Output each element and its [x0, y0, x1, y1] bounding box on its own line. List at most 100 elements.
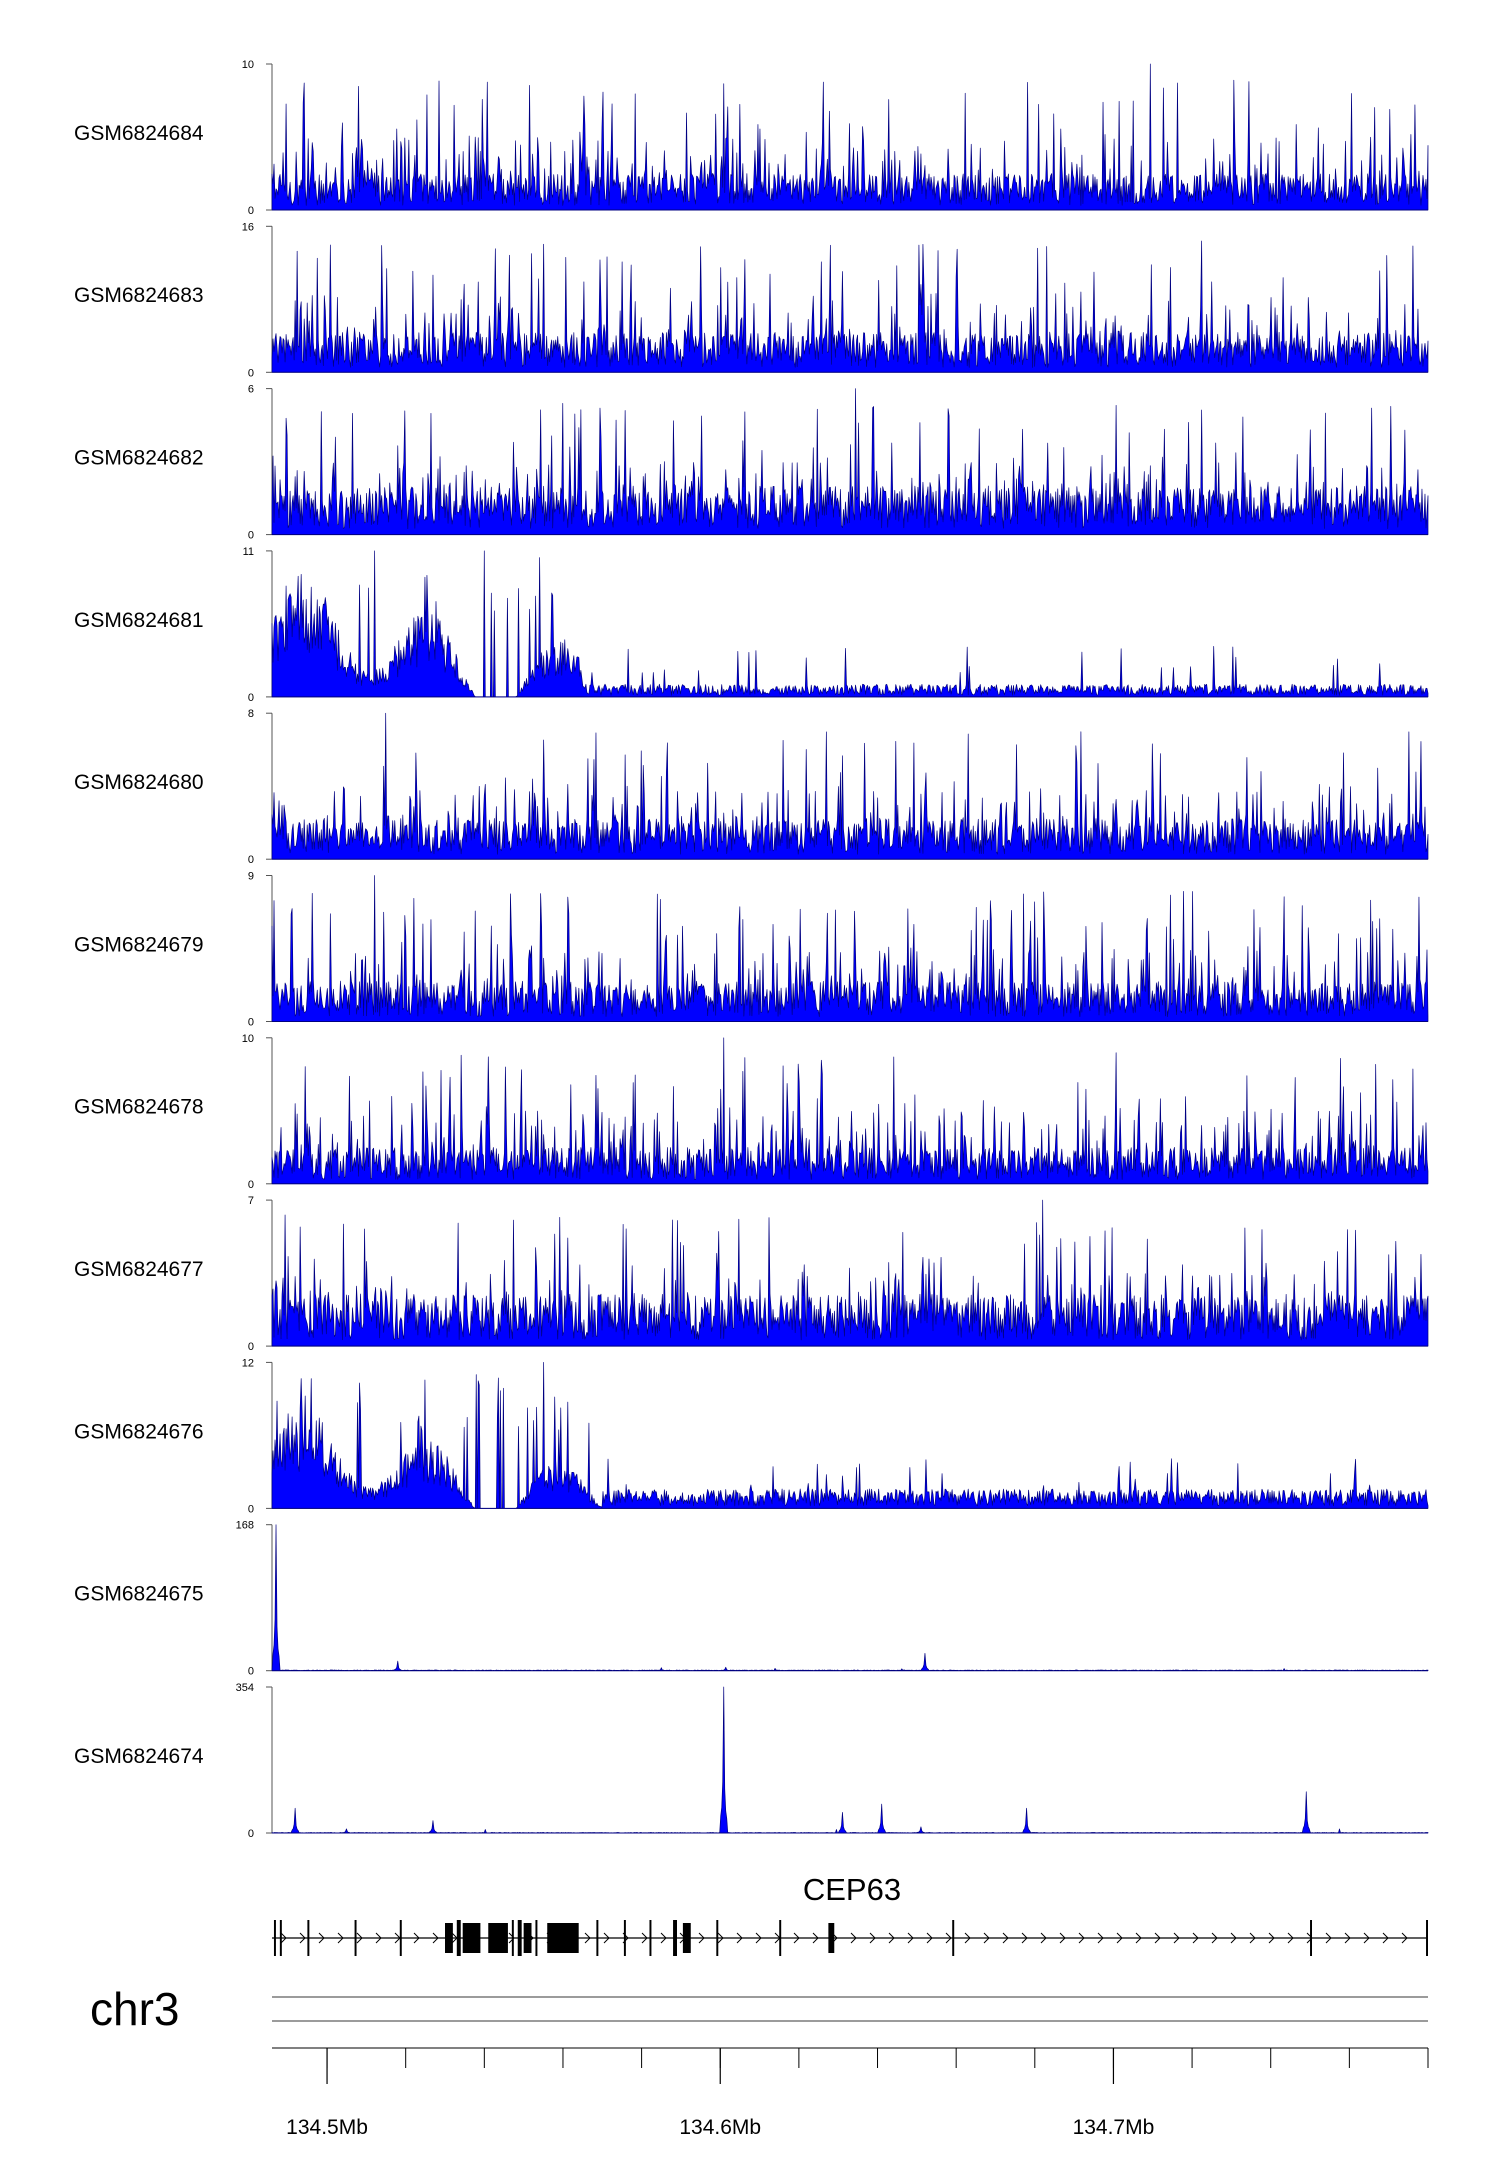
strand-arrow-icon	[1154, 1932, 1161, 1944]
gene-exon	[623, 1920, 626, 1956]
y-min-label: 0	[248, 1828, 254, 1840]
y-max-label: 12	[242, 1357, 254, 1369]
track-label: GSM6824682	[74, 447, 204, 470]
track-label: GSM6824683	[74, 284, 204, 307]
track-label: GSM6824679	[74, 933, 204, 956]
strand-arrow-icon	[660, 1932, 667, 1944]
strand-arrow-icon	[356, 1932, 363, 1944]
strand-arrow-icon	[299, 1932, 306, 1944]
track-GSM6824679: GSM6824679 9 0	[74, 871, 1429, 1029]
strand-arrow-icon	[1078, 1932, 1085, 1944]
track-GSM6824674: GSM6824674 354 0	[74, 1682, 1429, 1840]
gene-exon	[354, 1920, 357, 1956]
track-label: GSM6824677	[74, 1258, 204, 1281]
strand-arrow-icon	[1116, 1932, 1123, 1944]
gene-exon	[673, 1920, 677, 1956]
strand-arrow-icon	[337, 1932, 344, 1944]
strand-arrow-icon	[812, 1932, 819, 1944]
coverage-tracks: GSM6824684100GSM6824683160GSM682468260GS…	[74, 59, 1429, 1840]
coverage-area	[271, 63, 1429, 211]
strand-arrow-icon	[1230, 1932, 1237, 1944]
track-GSM6824683: GSM6824683 16 0	[74, 221, 1429, 379]
gene-exon	[716, 1920, 719, 1956]
coverage-area	[271, 240, 1429, 373]
coverage-area	[271, 388, 1429, 535]
gene-exon	[649, 1920, 652, 1956]
y-min-label: 0	[248, 854, 254, 866]
track-label: GSM6824680	[74, 771, 204, 794]
gene-exon	[535, 1920, 538, 1956]
coverage-area	[271, 1524, 1429, 1672]
y-max-label: 168	[236, 1520, 254, 1532]
strand-arrow-icon	[888, 1932, 895, 1944]
y-max-label: 8	[248, 708, 254, 720]
strand-arrow-icon	[584, 1932, 591, 1944]
strand-arrow-icon	[983, 1932, 990, 1944]
gene-annotation-track: CEP63	[272, 1872, 1428, 1956]
strand-arrow-icon	[1192, 1932, 1199, 1944]
strand-arrow-icon	[1040, 1932, 1047, 1944]
strand-arrow-icon	[280, 1932, 287, 1944]
y-max-label: 354	[236, 1682, 254, 1694]
track-label: GSM6824676	[74, 1420, 204, 1443]
coverage-area	[271, 550, 1429, 698]
track-GSM6824681: GSM6824681 11 0	[74, 546, 1429, 704]
strand-arrow-icon	[1021, 1932, 1028, 1944]
axis-tick-label: 134.7Mb	[1073, 2116, 1155, 2139]
gene-model-cep63	[272, 1920, 1428, 1956]
strand-arrow-icon	[603, 1932, 610, 1944]
y-min-label: 0	[248, 367, 254, 379]
gene-exon	[1426, 1920, 1428, 1956]
y-min-label: 0	[248, 1179, 254, 1191]
strand-arrow-icon	[1173, 1932, 1180, 1944]
gene-name-label: CEP63	[803, 1872, 901, 1907]
coverage-area	[271, 1686, 1429, 1834]
y-max-label: 9	[248, 871, 254, 883]
gene-exon	[517, 1920, 522, 1956]
strand-arrow-icon	[1268, 1932, 1275, 1944]
gene-exon	[399, 1920, 402, 1956]
gene-exon	[828, 1923, 835, 1953]
y-max-label: 10	[242, 1033, 254, 1045]
y-max-label: 6	[248, 384, 254, 396]
strand-arrow-icon	[850, 1932, 857, 1944]
strand-arrow-icon	[1325, 1932, 1332, 1944]
y-max-label: 16	[242, 221, 254, 233]
strand-arrow-icon	[318, 1932, 325, 1944]
gene-exon	[511, 1920, 514, 1956]
track-GSM6824682: GSM6824682 6 0	[74, 384, 1429, 542]
strand-arrow-icon	[1211, 1932, 1218, 1944]
chromosome-axis: chr3 134.5Mb 134.6Mb 134.7Mb	[90, 1983, 1429, 2139]
strand-arrow-icon	[641, 1932, 648, 1944]
track-label: GSM6824684	[74, 122, 204, 145]
strand-arrow-icon	[1097, 1932, 1104, 1944]
strand-arrow-icon	[1287, 1932, 1294, 1944]
strand-arrow-icon	[1135, 1932, 1142, 1944]
coverage-area	[271, 712, 1429, 860]
strand-arrow-icon	[945, 1932, 952, 1944]
strand-arrow-icon	[755, 1932, 762, 1944]
track-label: GSM6824675	[74, 1583, 204, 1606]
gene-exon	[445, 1923, 453, 1953]
gene-exon	[462, 1923, 481, 1953]
strand-arrow-icon	[1002, 1932, 1009, 1944]
strand-arrow-icon	[375, 1932, 382, 1944]
strand-arrow-icon	[964, 1932, 971, 1944]
axis-tick-label: 134.6Mb	[679, 2116, 761, 2139]
y-min-label: 0	[248, 205, 254, 217]
coverage-area	[271, 1199, 1429, 1347]
strand-arrow-icon	[1249, 1932, 1256, 1944]
y-min-label: 0	[248, 692, 254, 704]
track-label: GSM6824674	[74, 1745, 204, 1768]
y-min-label: 0	[248, 1666, 254, 1678]
strand-arrow-icon	[793, 1932, 800, 1944]
strand-arrow-icon	[736, 1932, 743, 1944]
gene-exon	[523, 1923, 532, 1953]
strand-arrow-icon	[1363, 1932, 1370, 1944]
gene-exon	[596, 1920, 599, 1956]
strand-arrow-icon	[1401, 1932, 1408, 1944]
track-label: GSM6824678	[74, 1096, 204, 1119]
gene-exon	[456, 1920, 461, 1956]
y-max-label: 11	[243, 546, 254, 558]
track-GSM6824678: GSM6824678 10 0	[74, 1033, 1429, 1191]
